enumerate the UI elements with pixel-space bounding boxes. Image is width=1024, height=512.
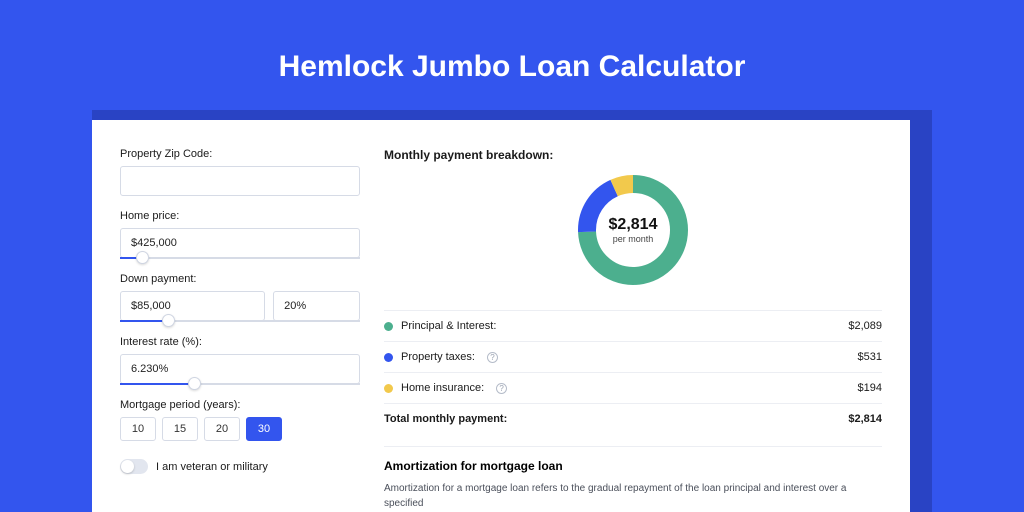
amortization-section: Amortization for mortgage loan Amortizat… xyxy=(384,446,882,511)
mortgage-period-field-group: Mortgage period (years): 10152030 xyxy=(120,399,360,441)
veteran-label: I am veteran or military xyxy=(156,461,268,473)
breakdown-legend: Principal & Interest: $2,089 Property taxe… xyxy=(384,310,882,434)
home-price-slider[interactable] xyxy=(120,257,360,259)
legend-value: $531 xyxy=(858,351,882,363)
mortgage-period-options: 10152030 xyxy=(120,417,360,441)
mortgage-period-label: Mortgage period (years): xyxy=(120,399,360,411)
legend-value: $2,089 xyxy=(848,320,882,332)
info-icon[interactable]: ? xyxy=(496,383,507,394)
legend-total-label: Total monthly payment: xyxy=(384,413,507,425)
home-price-field-group: Home price: xyxy=(120,210,360,259)
page-background: Hemlock Jumbo Loan Calculator Property Z… xyxy=(0,0,1024,512)
zip-field-group: Property Zip Code: xyxy=(120,148,360,196)
legend-dot xyxy=(384,384,393,393)
payment-donut-chart: $2,814 per month xyxy=(573,170,693,290)
donut-sub: per month xyxy=(613,234,654,244)
zip-label: Property Zip Code: xyxy=(120,148,360,160)
amortization-text: Amortization for a mortgage loan refers … xyxy=(384,481,882,511)
legend-dot xyxy=(384,353,393,362)
card-shadow: Property Zip Code: Home price: Down paym… xyxy=(92,110,932,512)
amortization-title: Amortization for mortgage loan xyxy=(384,459,882,473)
down-payment-slider[interactable] xyxy=(120,320,360,322)
zip-input[interactable] xyxy=(120,166,360,196)
veteran-toggle-row: I am veteran or military xyxy=(120,459,360,474)
legend-value: $194 xyxy=(858,382,882,394)
legend-row: Principal & Interest: $2,089 xyxy=(384,311,882,342)
info-icon[interactable]: ? xyxy=(487,352,498,363)
legend-label: Property taxes: xyxy=(401,351,475,363)
form-panel: Property Zip Code: Home price: Down paym… xyxy=(120,148,360,512)
down-payment-percent-input[interactable] xyxy=(273,291,360,321)
legend-row: Home insurance:? $194 xyxy=(384,373,882,404)
legend-dot xyxy=(384,322,393,331)
legend-total-value: $2,814 xyxy=(848,413,882,425)
interest-rate-input[interactable] xyxy=(120,354,360,384)
mortgage-period-option[interactable]: 10 xyxy=(120,417,156,441)
legend-row: Property taxes:? $531 xyxy=(384,342,882,373)
legend-total-row: Total monthly payment: $2,814 xyxy=(384,404,882,434)
breakdown-panel: Monthly payment breakdown: $2,814 per mo… xyxy=(384,148,882,512)
page-title: Hemlock Jumbo Loan Calculator xyxy=(0,50,1024,84)
interest-rate-label: Interest rate (%): xyxy=(120,336,360,348)
home-price-input[interactable] xyxy=(120,228,360,258)
down-payment-field-group: Down payment: xyxy=(120,273,360,322)
down-payment-amount-input[interactable] xyxy=(120,291,265,321)
mortgage-period-option[interactable]: 30 xyxy=(246,417,282,441)
down-payment-label: Down payment: xyxy=(120,273,360,285)
interest-rate-slider[interactable] xyxy=(120,383,360,385)
home-price-slider-thumb[interactable] xyxy=(136,251,149,264)
interest-rate-field-group: Interest rate (%): xyxy=(120,336,360,385)
legend-label: Home insurance: xyxy=(401,382,484,394)
home-price-label: Home price: xyxy=(120,210,360,222)
veteran-toggle-knob xyxy=(121,460,134,473)
legend-label: Principal & Interest: xyxy=(401,320,496,332)
donut-center: $2,814 per month xyxy=(573,170,693,290)
donut-amount: $2,814 xyxy=(609,216,658,234)
donut-container: $2,814 per month xyxy=(384,170,882,290)
down-payment-slider-thumb[interactable] xyxy=(162,314,175,327)
mortgage-period-option[interactable]: 15 xyxy=(162,417,198,441)
veteran-toggle[interactable] xyxy=(120,459,148,474)
breakdown-title: Monthly payment breakdown: xyxy=(384,148,882,162)
interest-rate-slider-thumb[interactable] xyxy=(188,377,201,390)
calculator-card: Property Zip Code: Home price: Down paym… xyxy=(92,120,910,512)
mortgage-period-option[interactable]: 20 xyxy=(204,417,240,441)
